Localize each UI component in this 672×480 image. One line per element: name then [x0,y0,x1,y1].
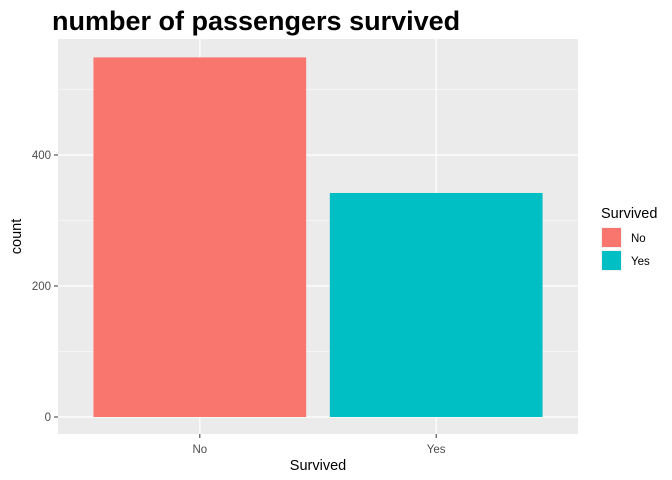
legend-label: Yes [631,256,650,268]
x-axis: No Yes [192,434,446,456]
y-tick-label: 400 [32,150,51,162]
legend-swatch-no [602,228,621,247]
x-tick-label: No [192,444,207,456]
legend-swatch-yes [602,251,621,270]
y-tick-label: 200 [32,281,51,293]
bars [93,57,543,417]
y-axis-title: count [9,219,25,254]
x-tick-label: Yes [427,444,446,456]
y-tick-label: 0 [45,412,51,424]
y-axis: 0 200 400 [32,150,58,424]
bar-yes [329,192,543,417]
bar-no [93,57,307,417]
legend-title: Survived [601,206,657,222]
legend-label: No [631,233,646,245]
chart-title: number of passengers survived [52,6,460,36]
x-axis-title: Survived [290,458,346,474]
legend: Survived No Yes [601,206,657,271]
